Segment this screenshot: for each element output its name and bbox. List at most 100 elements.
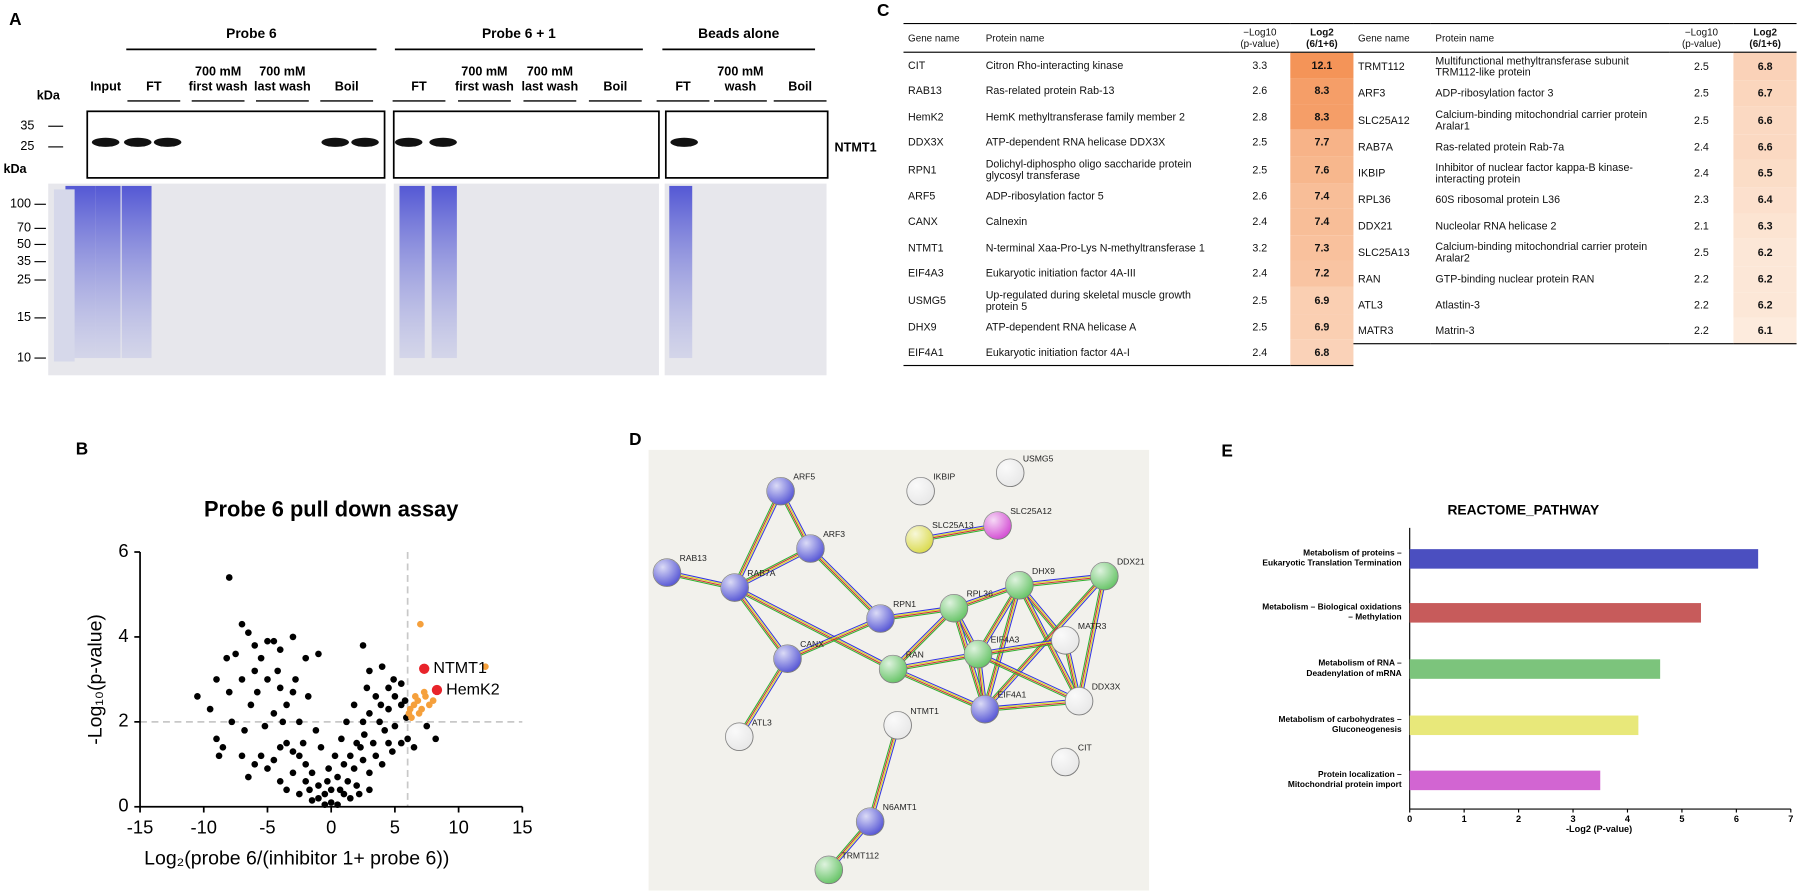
network-edge [1019,576,1105,587]
pvalue-cell: 2.4 [1694,167,1709,180]
y-tick-label: 4 [118,625,128,646]
gene-cell: DHX9 [908,321,937,333]
node-highlight [1051,626,1080,655]
data-point [390,676,397,683]
node-label: EIF4A1 [998,690,1027,700]
gene-cell: RPL36 [1358,194,1391,206]
node-label: RAB7A [747,568,775,578]
data-point [296,790,303,798]
network-edge [733,546,810,587]
network-edge [892,607,954,669]
data-point [346,794,354,802]
log2-cell: 6.2 [1733,292,1797,318]
pvalue-cell: 2.1 [1694,220,1709,232]
data-point [296,718,303,726]
table-row: TRMT112 Multifunctional methyltransferase… [1353,52,1797,81]
network-edge [892,651,978,668]
data-point [385,705,392,713]
x-tick-label: 0 [326,816,336,837]
data-point [336,786,344,794]
gene-cell: ATL3 [1358,299,1383,311]
group-label: Beads alone [698,26,779,41]
column-header: −Log10 (p-value) [1669,22,1734,53]
node-highlight [653,558,681,587]
category-label: Protein localization – [1318,769,1402,779]
pvalue-cell: 2.5 [1694,87,1709,99]
gene-cell: CIT [908,59,926,72]
network-edge [983,584,1020,710]
x-tick-label: 7 [1788,814,1793,824]
data-point [238,676,246,683]
protein-cell: ADP-ribosylation factor 5 [985,190,1104,202]
network-edge [985,585,1021,710]
data-point [391,693,399,700]
log2-cell: 6.9 [1290,286,1354,314]
data-point [228,718,236,726]
data-point [238,752,246,760]
pvalue-cell: 2.5 [1694,114,1709,126]
x-tick-label: 10 [448,816,468,837]
data-point [274,667,281,675]
data-point [355,790,363,798]
data-point [317,744,325,751]
network-edge [976,655,1079,704]
table-row: ARF5 ADP-ribosylation factor 5 2.6 7.4 [903,183,1354,209]
protein-cell: Citron Rho-interacting kinase [985,59,1124,72]
data-point [359,642,367,649]
group-label: Probe 6 [226,26,277,41]
gene-cell: TRMT112 [1358,60,1405,73]
table-row: IKBIP Inhibitor of nuclear factor kappa-B… [1353,159,1797,188]
lane-label: FT [675,80,691,94]
node-highlight [1005,571,1034,600]
x-tick-label: -5 [259,816,275,837]
protein-cell: Ras-related protein Rab-13 [985,85,1115,97]
data-point [213,735,220,743]
node-highlight [866,604,895,633]
data-point [276,777,284,785]
marker-label: 25 [20,139,34,153]
network-edge [984,699,1080,710]
data-point [213,676,220,683]
node-label: TRMT112 [841,850,879,860]
data-point [261,722,269,730]
lane-label: 700 mM [461,65,507,79]
data-point [276,646,284,653]
gene-cell: EIF4A3 [908,267,944,280]
log2-cell: 6.2 [1733,266,1797,293]
data-point [419,663,430,674]
marker-label: 10 [17,350,31,364]
panel-label: C [877,0,889,20]
network-edge [1079,576,1106,702]
x-tick-label: 1 [1462,814,1467,824]
network-edge [892,670,985,712]
network-edge [871,725,901,823]
data-point [296,752,303,760]
network-edge [735,586,790,658]
data-point [432,735,440,743]
x-axis-label: -Log2 (P-value) [1566,824,1632,834]
network-edge [737,657,787,736]
node-highlight [773,644,802,673]
gene-cell: DDX3X [908,136,944,149]
network-edge [982,584,1018,709]
data-point [283,786,290,794]
log2-cell: 7.7 [1290,129,1354,156]
gene-cell: IKBIP [1358,167,1386,180]
pvalue-cell: 2.2 [1694,299,1709,311]
table-row: CIT Citron Rho-interacting kinase 3.3 12.1 [903,52,1354,79]
gene-cell: EIF4A1 [903,339,982,367]
log2-cell: 6.5 [1733,159,1797,188]
gene-cell: DDX21 [1358,220,1393,232]
category-label: – Methylation [1348,612,1401,622]
blot-band [321,137,349,147]
network-edge [870,725,899,823]
lane-label: last wash [521,80,578,94]
table-row: DDX21 Nucleolar RNA helicase 2 2.1 6.3 [1353,212,1797,239]
data-point [366,667,373,675]
data-point [343,718,350,726]
data-point [334,801,341,808]
data-point [363,684,371,692]
node-highlight [964,640,992,668]
network-edge [1077,575,1105,702]
data-point [415,710,423,717]
